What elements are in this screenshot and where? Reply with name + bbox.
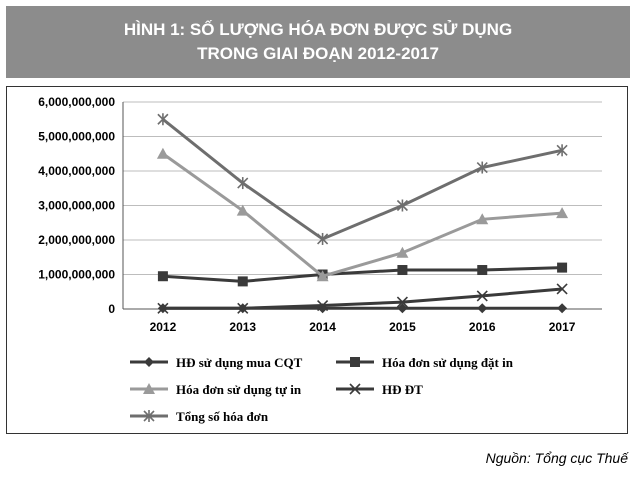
x-tick-label: 2012: [150, 320, 177, 334]
legend-item: Hóa đơn sử dụng tự in: [130, 382, 302, 397]
data-point: [237, 177, 249, 190]
data-point: [557, 262, 568, 273]
legend-item: Tổng số hóa đơn: [130, 409, 269, 424]
legend-label: Tổng số hóa đơn: [176, 409, 269, 424]
figure-title-banner: HÌNH 1: SỐ LƯỢNG HÓA ĐƠN ĐƯỢC SỬ DỤNG TR…: [6, 6, 630, 78]
data-point: [476, 290, 488, 302]
data-point: [396, 296, 408, 308]
legend: HĐ sử dụng mua CQT Hóa đơn sử dụng đặt in…: [130, 355, 514, 424]
legend-label: HĐ ĐT: [382, 382, 423, 397]
legend-label: HĐ sử dụng mua CQT: [176, 355, 303, 370]
data-point: [396, 199, 408, 212]
data-point: [557, 303, 568, 314]
data-point: [317, 299, 329, 312]
data-point: [476, 161, 488, 174]
y-tick-label: 3,000,000,000: [38, 199, 115, 213]
line-chart: 0 1,000,000,000 2,000,000,000 3,000,000,000…: [38, 95, 602, 424]
data-point: [396, 246, 409, 258]
data-point: [157, 113, 169, 126]
data-point: [317, 232, 329, 245]
axes: 0 1,000,000,000 2,000,000,000 3,000,000,000…: [38, 95, 602, 334]
data-point: [397, 303, 408, 314]
x-tick-label: 2013: [229, 320, 256, 334]
data-point: [316, 270, 329, 282]
x-tick-label: 2015: [389, 320, 416, 334]
x-tick-label: 2017: [549, 320, 576, 334]
data-point: [157, 271, 168, 282]
y-tick-label: 1,000,000,000: [38, 268, 115, 282]
source-note: Nguồn: Tổng cục Thuế: [485, 450, 628, 466]
legend-item: HĐ sử dụng mua CQT: [130, 355, 303, 370]
x-tick-label: 2014: [309, 320, 336, 334]
series-5: [157, 113, 568, 245]
figure-title-line-2: TRONG GIAI ĐOẠN 2012-2017: [197, 44, 439, 63]
legend-item: Hóa đơn sử dụng đặt in: [336, 355, 514, 370]
series-line: [161, 118, 563, 241]
data-point: [556, 283, 568, 295]
series-line: [162, 266, 563, 283]
data-point: [477, 265, 488, 276]
data-point: [237, 276, 248, 287]
legend-item: HĐ ĐT: [336, 382, 423, 397]
series-line: [162, 287, 563, 310]
series-3: [156, 147, 569, 282]
data-point: [156, 147, 169, 159]
series-line: [162, 152, 563, 278]
data-point: [236, 204, 249, 216]
legend-marker: [350, 357, 360, 367]
data-point: [556, 144, 568, 157]
data-point: [157, 302, 169, 314]
y-tick-label: 0: [108, 302, 115, 316]
y-tick-label: 4,000,000,000: [38, 164, 115, 178]
legend-marker: [143, 383, 155, 394]
data-point: [237, 302, 249, 314]
legend-marker: [144, 357, 154, 367]
figure-title-line-1: HÌNH 1: SỐ LƯỢNG HÓA ĐƠN ĐƯỢC SỬ DỤNG: [123, 20, 513, 39]
y-tick-label: 2,000,000,000: [38, 233, 115, 247]
series-4: [157, 283, 568, 314]
legend-label: Hóa đơn sử dụng đặt in: [382, 355, 514, 370]
legend-marker: [349, 383, 361, 395]
data-point: [556, 207, 569, 219]
data-point: [476, 213, 489, 225]
series-layer: [156, 113, 569, 314]
legend-label: Hóa đơn sử dụng tự in: [176, 382, 302, 397]
y-tick-label: 6,000,000,000: [38, 95, 115, 109]
y-tick-label: 5,000,000,000: [38, 130, 115, 144]
legend-marker: [143, 410, 155, 422]
data-point: [397, 265, 408, 276]
x-tick-label: 2016: [469, 320, 496, 334]
chart-frame: [6, 86, 628, 434]
data-point: [477, 303, 488, 314]
